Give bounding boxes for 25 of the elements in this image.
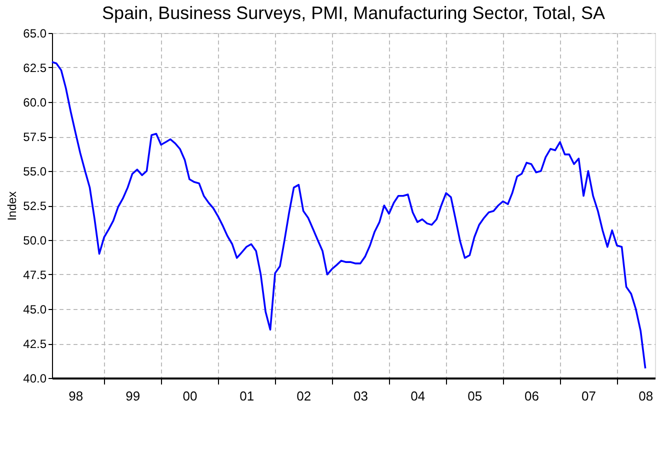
y-tick-label: 60.0 xyxy=(23,96,47,110)
x-tick-label: 01 xyxy=(240,388,254,404)
x-tick-label: 05 xyxy=(468,388,482,404)
x-tick-label: 98 xyxy=(68,388,84,404)
x-tick-label: 99 xyxy=(126,388,140,404)
y-axis-title: Index xyxy=(5,191,20,221)
y-tick-label: 50.0 xyxy=(23,234,47,248)
x-tick-label: 06 xyxy=(524,388,540,404)
y-tick-label: 55.0 xyxy=(23,164,47,178)
x-tick-label: 02 xyxy=(296,388,312,404)
chart-title: Spain, Business Surveys, PMI, Manufacturing Sector, Total, SA xyxy=(102,3,605,23)
x-tick-label: 03 xyxy=(354,388,368,404)
y-tick-label: 45.0 xyxy=(23,302,47,316)
x-tick-label: 04 xyxy=(410,388,426,404)
y-tick-label: 57.5 xyxy=(23,130,47,144)
x-tick-label: 08 xyxy=(638,388,654,404)
x-tick-label: 00 xyxy=(182,388,198,404)
y-tick-label: 52.5 xyxy=(23,199,47,213)
y-tick-label: 40.0 xyxy=(23,372,47,386)
y-tick-label: 47.5 xyxy=(23,268,47,282)
line-series xyxy=(51,61,646,370)
x-tick-label: 07 xyxy=(581,388,596,404)
y-tick-label: 62.5 xyxy=(23,61,47,75)
y-tick-label: 65.0 xyxy=(23,26,47,40)
y-tick-label: 42.5 xyxy=(23,337,47,351)
